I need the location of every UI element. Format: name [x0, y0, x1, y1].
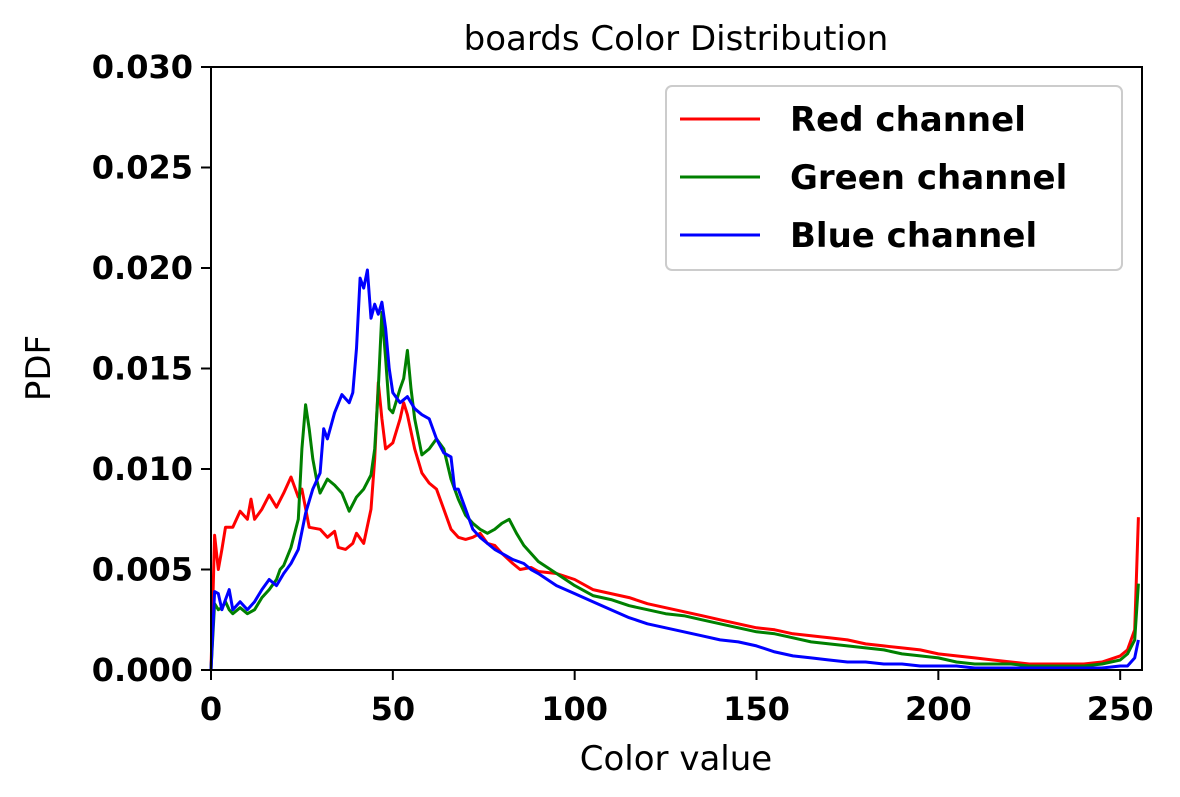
- y-axis-label: PDF: [19, 335, 59, 401]
- x-tick-label: 200: [905, 690, 972, 728]
- y-tick-label: 0.010: [92, 450, 193, 488]
- x-tick-label: 250: [1087, 690, 1154, 728]
- y-tick-label: 0.025: [92, 149, 193, 187]
- series-line-red-channel: [209, 381, 1140, 671]
- series-line-green-channel: [209, 310, 1140, 671]
- legend-label: Green channel: [790, 158, 1067, 198]
- y-tick-label: 0.005: [92, 551, 193, 589]
- series-layer: [209, 268, 1140, 671]
- x-tick-label: 50: [371, 690, 416, 728]
- x-tick-label: 150: [723, 690, 790, 728]
- y-tick-label: 0.015: [92, 350, 193, 388]
- chart-title: boards Color Distribution: [464, 19, 889, 59]
- legend-label: Blue channel: [790, 216, 1037, 256]
- legend: Red channel Green channel Blue channel: [665, 85, 1123, 271]
- x-tick-label: 100: [541, 690, 608, 728]
- legend-box: [665, 85, 1123, 271]
- series-line-blue-channel: [209, 268, 1140, 671]
- x-axis-label: Color value: [580, 739, 772, 779]
- y-tick-label: 0.020: [92, 249, 193, 287]
- legend-label: Red channel: [790, 100, 1026, 140]
- y-tick-label: 0.030: [92, 48, 193, 86]
- x-tick-label: 0: [200, 690, 222, 728]
- ticks-layer: 0 50 100 150 200 250 0.000 0.005 0.010 0.015 0.020…: [92, 48, 1154, 728]
- y-tick-label: 0.000: [92, 651, 193, 689]
